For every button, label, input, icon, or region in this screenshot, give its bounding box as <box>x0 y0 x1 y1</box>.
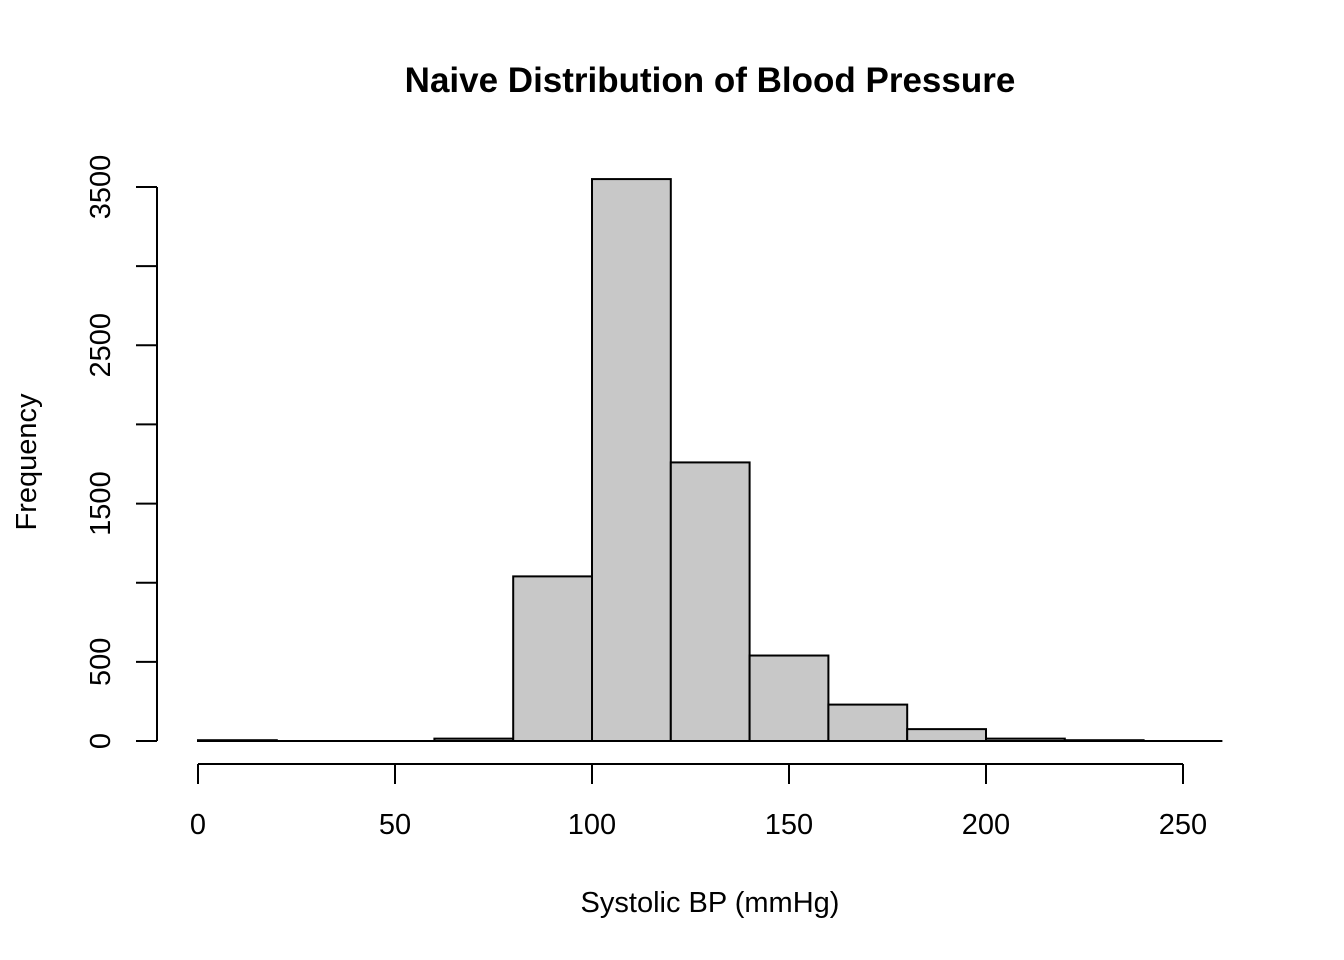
x-tick-label: 250 <box>1159 809 1207 841</box>
bars-group <box>197 178 1223 743</box>
histogram-bar <box>512 575 594 743</box>
histogram-bar <box>591 178 672 743</box>
x-axis: 0 50 100 150 200 250 <box>190 763 1207 841</box>
y-tick-label: 2500 <box>85 313 117 378</box>
x-tick-label: 50 <box>379 809 411 841</box>
histogram-bar <box>748 654 830 742</box>
chart-title: Naive Distribution of Blood Pressure <box>405 61 1016 100</box>
y-tick-label: 500 <box>85 638 117 686</box>
y-axis-label: Frequency <box>11 393 43 531</box>
histogram-bar <box>906 728 988 743</box>
x-tick-label: 150 <box>765 809 813 841</box>
x-tick-label: 0 <box>190 809 206 841</box>
y-tick-label: 0 <box>85 733 117 749</box>
x-tick-label: 200 <box>962 809 1010 841</box>
x-tick-label: 100 <box>568 809 616 841</box>
histogram-bar <box>827 703 909 743</box>
y-tick-label: 1500 <box>85 471 117 536</box>
histogram-bar <box>669 461 751 742</box>
y-axis: 0 500 1500 2500 3500 <box>85 155 158 749</box>
x-axis-label: Systolic BP (mmHg) <box>581 887 840 919</box>
y-tick-label: 3500 <box>85 155 117 220</box>
